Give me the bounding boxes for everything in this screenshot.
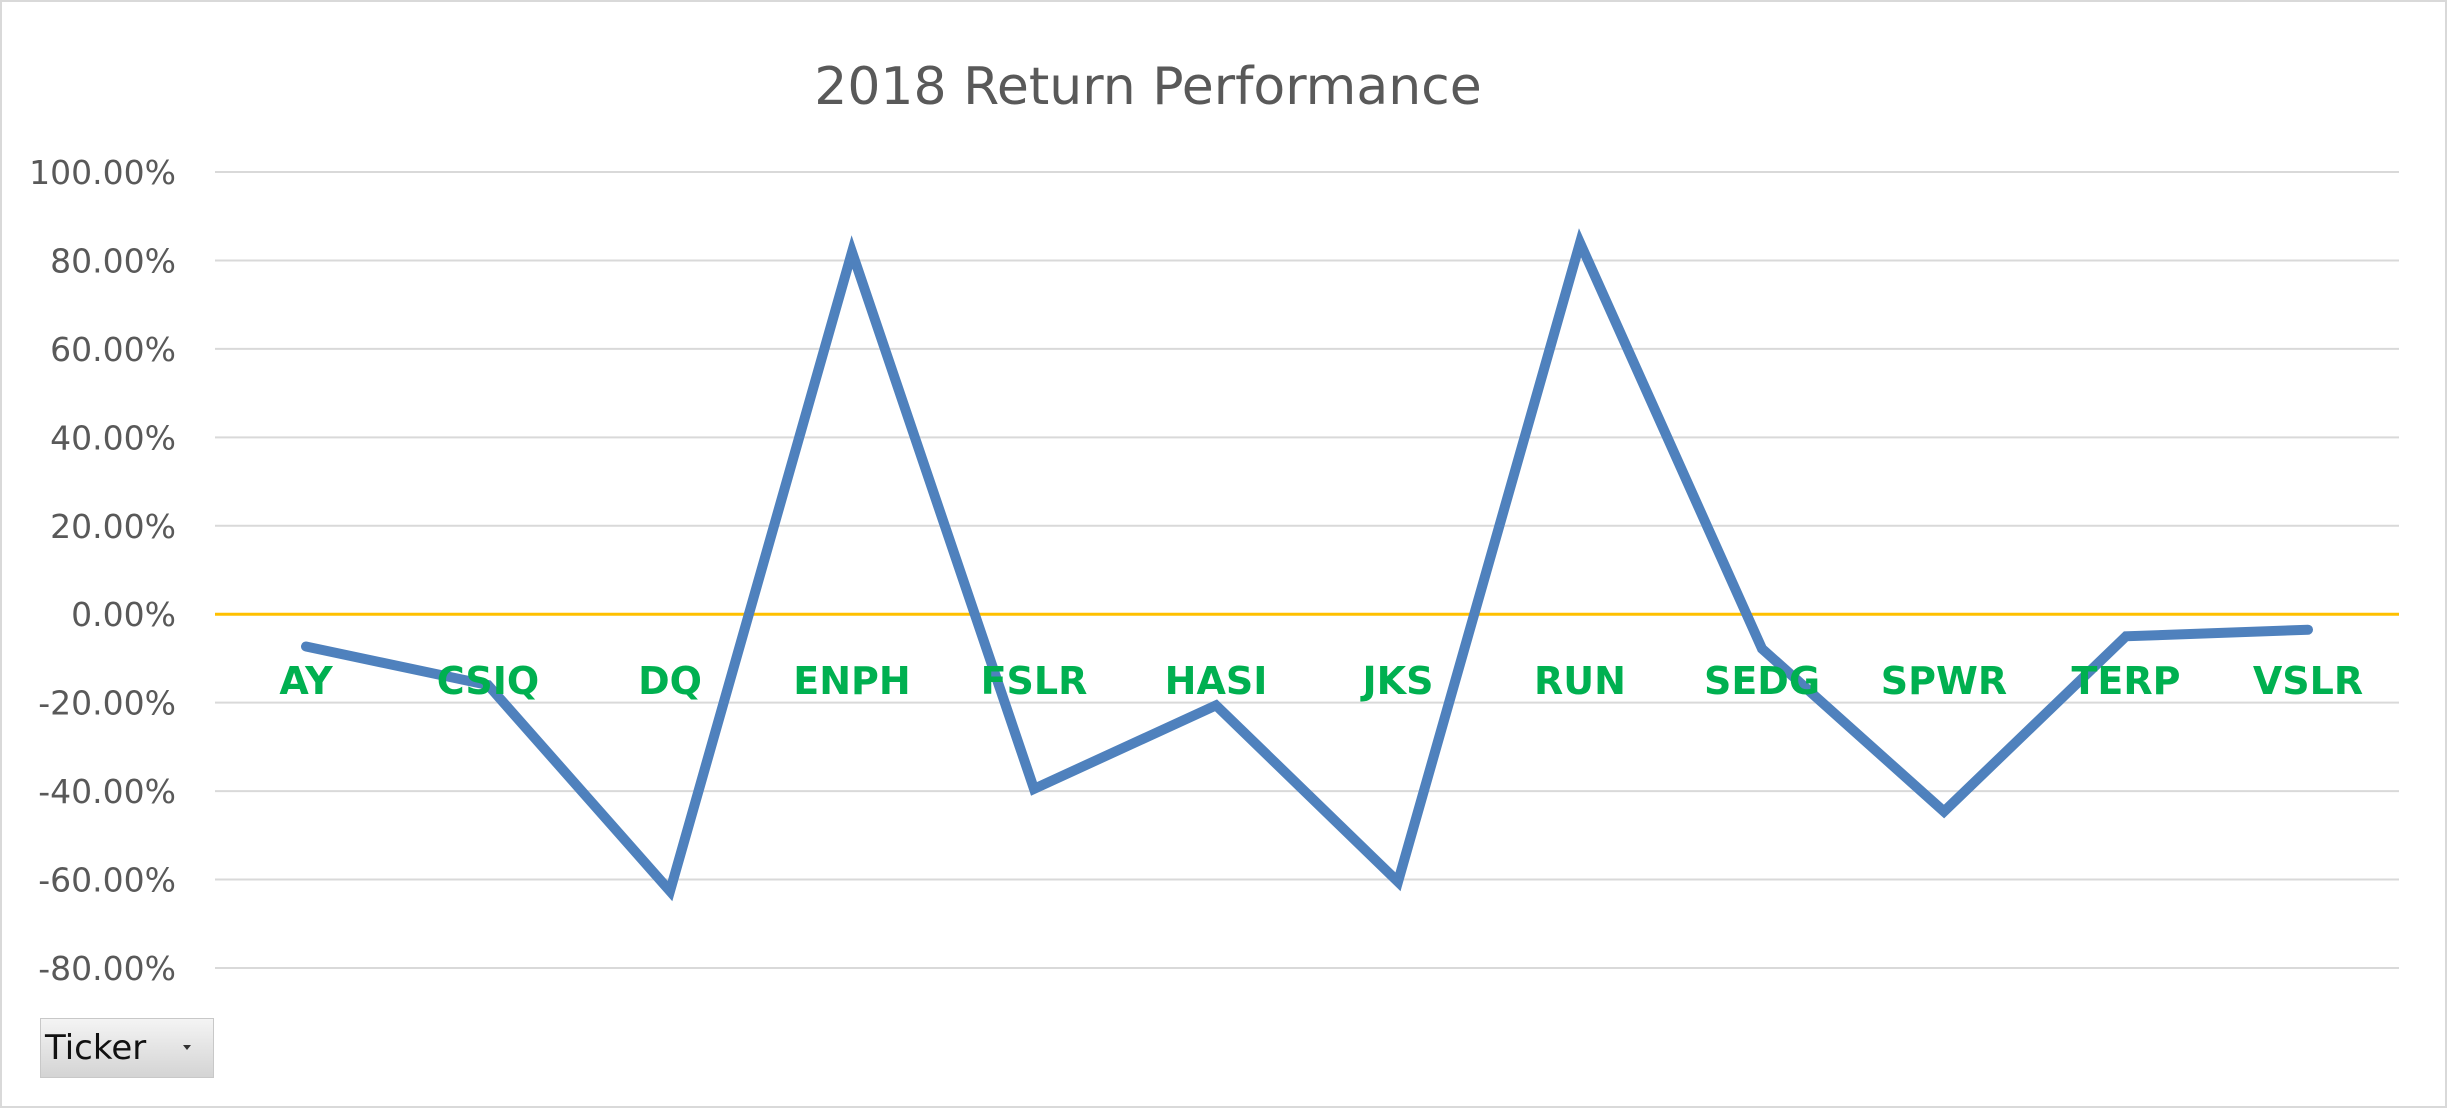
y-tick-label: 20.00% [50,507,176,546]
chart-title: 2018 Return Performance [814,57,1481,117]
y-tick-label: -40.00% [38,772,176,811]
y-tick-label: 40.00% [50,418,176,457]
y-axis-tick-labels: 100.00% 80.00% 60.00% 40.00% 20.00% 0.00% -20.… [29,153,176,988]
data-point-spwr [1943,810,1945,813]
data-point-jks [1397,880,1399,883]
ticker-filter-label: Ticker [45,1028,147,1068]
y-tick-label: 0.00% [71,595,176,634]
x-tick-label: DQ [638,659,702,703]
ticker-filter-button[interactable]: Ticker [40,1018,214,1078]
x-tick-label: RUN [1534,659,1626,703]
data-point-dq [669,890,671,893]
data-point-hasi [1215,704,1217,707]
x-axis-tick-labels: AY CSIQ DQ ENPH FSLR HASI JKS RUN SEDG SPWR TERP VS… [279,659,2363,703]
data-point-terp [2125,635,2127,638]
gridlines [215,171,2399,969]
data-point-sedg [1761,647,1763,650]
y-tick-label: 100.00% [29,153,176,192]
data-point-vslr [2307,628,2309,631]
x-tick-label: JKS [1360,659,1434,703]
x-tick-label: FSLR [981,659,1088,703]
x-tick-label: VSLR [2253,659,2363,703]
y-tick-label: 60.00% [50,330,176,369]
data-point-run [1579,241,1581,244]
y-tick-label: 80.00% [50,241,176,280]
y-tick-label: -80.00% [38,949,176,988]
data-point-enph [851,251,853,254]
x-tick-label: SPWR [1881,659,2007,703]
series-line [301,228,2313,902]
x-tick-label: HASI [1165,659,1268,703]
x-tick-label: SEDG [1704,659,1820,703]
y-tick-label: -20.00% [38,684,176,723]
y-tick-label: -60.00% [38,861,176,900]
x-tick-label: AY [279,659,333,703]
x-tick-label: CSIQ [437,659,539,703]
data-point-csiq [487,683,489,686]
dropdown-arrow-icon[interactable] [183,1045,191,1050]
series-layer [301,228,2313,902]
data-point-ay [305,645,307,648]
x-tick-label: ENPH [793,659,910,703]
data-point-fslr [1033,787,1035,790]
x-tick-label: TERP [2072,659,2181,703]
